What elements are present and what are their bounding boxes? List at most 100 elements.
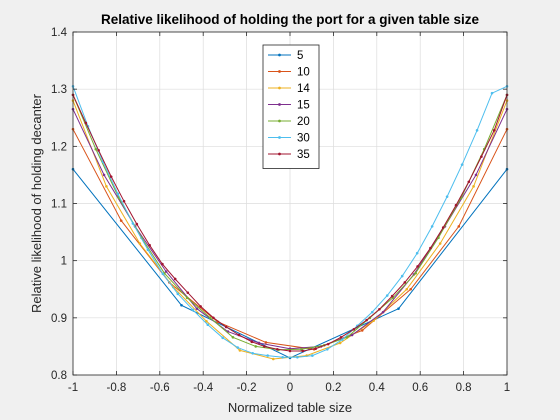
data-point xyxy=(397,307,400,310)
data-point xyxy=(314,347,317,351)
data-point xyxy=(122,199,126,203)
data-point xyxy=(430,225,434,228)
data-point xyxy=(360,329,364,332)
y-axis-label: Relative likelihood of holding decanter xyxy=(29,93,44,313)
data-point xyxy=(326,347,329,351)
data-point xyxy=(474,173,478,177)
legend-box xyxy=(262,44,320,169)
data-point xyxy=(457,225,461,228)
y-tick-label: 1.1 xyxy=(51,199,67,211)
data-point xyxy=(109,175,113,178)
data-point xyxy=(116,192,120,196)
series-line-30 xyxy=(72,85,508,358)
legend-marker xyxy=(278,86,281,90)
x-axis-label: Normalized table size xyxy=(228,400,352,415)
y-tick-label: 0.8 xyxy=(51,370,67,382)
data-point xyxy=(288,349,292,353)
x-tick-label: 1 xyxy=(504,382,510,394)
x-tick-label: -0.8 xyxy=(106,382,126,394)
data-point xyxy=(97,149,100,152)
data-point xyxy=(340,338,344,341)
data-point xyxy=(251,351,254,355)
data-point xyxy=(206,323,210,326)
data-point xyxy=(221,336,225,340)
data-point xyxy=(438,242,442,245)
data-point xyxy=(186,291,190,294)
data-point xyxy=(378,307,381,311)
legend-label: 14 xyxy=(297,83,310,95)
legend-marker xyxy=(278,103,281,106)
data-point xyxy=(208,316,212,320)
data-point xyxy=(271,357,275,361)
legend: 5 10 14 15 20 30 35 xyxy=(262,44,320,169)
data-point xyxy=(445,195,449,198)
legend-item-14: 14 xyxy=(268,83,310,95)
data-point xyxy=(250,340,254,344)
data-point xyxy=(429,246,432,250)
legend-item-20: 20 xyxy=(268,116,310,128)
data-point xyxy=(454,203,458,207)
legend-item-5: 5 xyxy=(268,50,303,62)
data-point xyxy=(480,155,483,158)
legend-marker xyxy=(278,152,281,156)
data-point xyxy=(237,333,241,337)
data-point xyxy=(173,277,177,281)
data-point xyxy=(390,294,394,298)
legend-label: 30 xyxy=(297,133,310,145)
data-point xyxy=(266,354,269,357)
series-line-20 xyxy=(72,94,508,351)
legend-marker xyxy=(278,136,281,139)
data-point xyxy=(365,318,368,322)
data-point xyxy=(191,308,195,312)
data-point xyxy=(257,341,261,345)
chart-title: Relative likelihood of holding the port … xyxy=(101,12,480,27)
y-tick-label: 1.3 xyxy=(51,84,67,96)
data-point xyxy=(370,310,374,314)
data-point xyxy=(146,248,150,252)
x-tick-label: 0.8 xyxy=(456,382,472,394)
legend-item-35: 35 xyxy=(268,149,310,161)
data-point xyxy=(195,307,199,310)
data-point xyxy=(275,347,279,351)
y-tick-label: 1.2 xyxy=(51,141,67,153)
data-point xyxy=(231,335,235,339)
data-point xyxy=(350,333,354,337)
data-point xyxy=(381,310,385,314)
data-point xyxy=(311,354,314,357)
data-point xyxy=(138,242,142,245)
data-point xyxy=(385,294,389,297)
data-point xyxy=(472,185,475,188)
data-point xyxy=(281,355,284,359)
data-point xyxy=(414,271,417,275)
data-point xyxy=(405,287,409,291)
data-point xyxy=(176,292,180,296)
data-point xyxy=(339,335,343,339)
data-point xyxy=(467,180,471,184)
y-tick-label: 0.9 xyxy=(51,313,67,325)
data-point xyxy=(296,355,299,359)
data-point xyxy=(105,185,108,188)
series-35 xyxy=(71,93,509,353)
data-point xyxy=(475,129,479,132)
data-point xyxy=(180,303,183,307)
x-tick-label: 0.2 xyxy=(325,382,341,394)
legend-label: 20 xyxy=(297,116,310,128)
legend-item-15: 15 xyxy=(268,100,310,112)
data-point xyxy=(400,274,404,278)
x-tick-label: 0.6 xyxy=(412,382,428,394)
y-tick-label: 1 xyxy=(61,256,67,268)
data-point xyxy=(409,287,412,291)
legend-marker xyxy=(278,70,281,73)
data-point xyxy=(403,281,407,284)
legend-item-30: 30 xyxy=(268,133,310,145)
data-point xyxy=(135,222,139,226)
data-point xyxy=(238,349,242,352)
series-layer xyxy=(71,85,509,361)
data-point xyxy=(490,91,494,95)
x-tick-label: -0.6 xyxy=(150,382,170,394)
data-point xyxy=(264,341,268,344)
x-tick-label: -0.4 xyxy=(193,382,213,394)
data-point xyxy=(263,345,266,348)
data-point xyxy=(205,319,208,323)
legend-label: 5 xyxy=(297,50,303,62)
